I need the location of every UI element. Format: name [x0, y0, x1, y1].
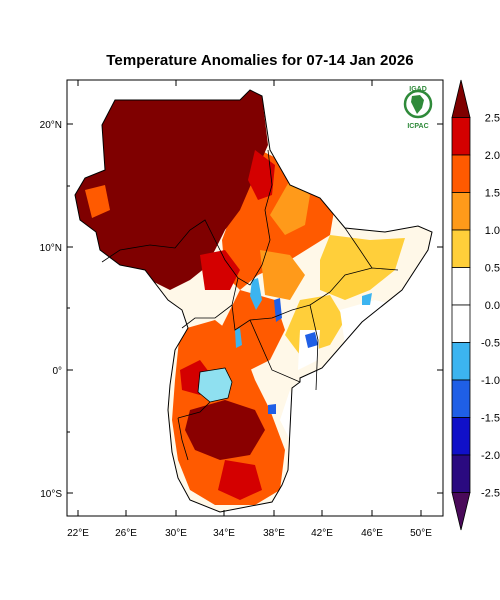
- colorbar-bin: [451, 192, 471, 231]
- colorbar-label: -1.0: [481, 375, 500, 387]
- colorbar-bin: [451, 492, 471, 531]
- colorbar-label: 0.0: [485, 300, 500, 312]
- logo-bottom-text: ICPAC: [407, 123, 428, 130]
- colorbar-bin: [451, 417, 471, 456]
- lon-tick-label: 50°E: [410, 528, 432, 539]
- lat-axis: [67, 123, 443, 494]
- lon-axis: [77, 80, 422, 516]
- logo-africa-icon: [411, 95, 424, 114]
- lat-tick-label: 20°N: [40, 120, 62, 131]
- colorbar-label: 0.5: [485, 263, 500, 275]
- lon-tick-label: 30°E: [165, 528, 187, 539]
- colorbar-bin: [451, 379, 471, 418]
- colorbar-label: 2.5: [485, 113, 500, 125]
- lon-tick-label: 22°E: [67, 528, 89, 539]
- lon-tick-label: 34°E: [213, 528, 235, 539]
- igad-logo: IGAD ICPAC: [403, 86, 433, 130]
- colorbar-label: -1.5: [481, 413, 500, 425]
- lat-tick-label: 10°S: [40, 489, 62, 500]
- coastline: [74, 89, 433, 513]
- lon-tick-label: 42°E: [311, 528, 333, 539]
- colorbar-bin: [451, 454, 471, 493]
- colorbar-bin: [451, 229, 471, 268]
- colorbar-label: 1.0: [485, 225, 500, 237]
- colorbar-bin: [451, 342, 471, 381]
- colorbar-bin: [451, 117, 471, 156]
- lon-tick-label: 38°E: [263, 528, 285, 539]
- colorbar-bin: [451, 304, 471, 343]
- country-borders: [101, 149, 399, 461]
- colorbar-label: -2.0: [481, 450, 500, 462]
- lat-tick-label: 10°N: [40, 243, 62, 254]
- colorbar-label: -2.5: [481, 488, 500, 500]
- map-title: Temperature Anomalies for 07-14 Jan 2026: [106, 52, 414, 69]
- colorbar-bin: [451, 154, 471, 193]
- lon-tick-label: 46°E: [361, 528, 383, 539]
- logo-top-text: IGAD: [409, 86, 427, 93]
- colorbar-label: 2.0: [485, 150, 500, 162]
- lon-tick-label: 26°E: [115, 528, 137, 539]
- lat-tick-label: 0°: [52, 366, 62, 377]
- colorbar-bin: [451, 267, 471, 306]
- colorbar-bin: [451, 79, 471, 118]
- colorbar-label: -0.5: [481, 338, 500, 350]
- colorbar: 2.5 2.0 1.5 1.0 0.5 0.0 -0.5 -1.0 -1.5 -2.0 -2.5: [451, 79, 500, 531]
- colorbar-label: 1.5: [485, 188, 500, 200]
